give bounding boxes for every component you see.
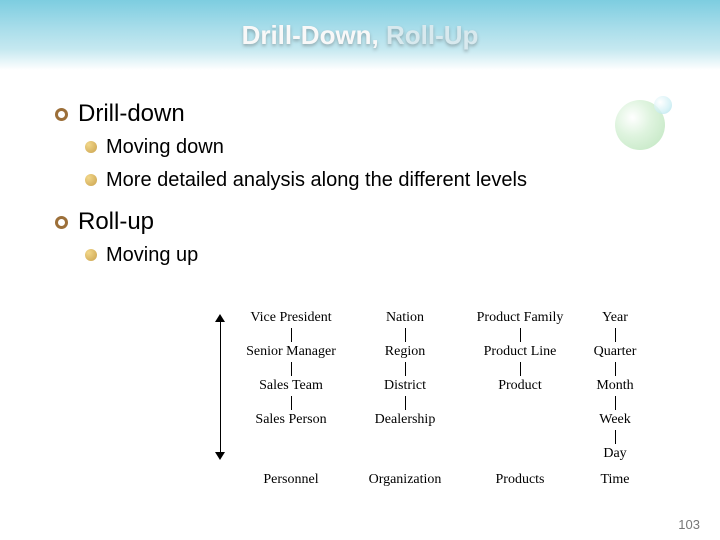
drilldown-sub2-text: More detailed analysis along the differe… [106,167,527,194]
bullet-l1-icon [55,216,68,229]
h-cell: Quarter [580,344,650,360]
h-cell: Senior Manager [232,344,350,360]
hierarchy-row: Vice President Nation Product Family Yea… [232,308,692,328]
hierarchy-row: Sales Person Dealership Week [232,410,692,430]
h-cell: Product Line [460,344,580,360]
bullet-drilldown-sub2: More detailed analysis along the differe… [85,167,675,194]
bullet-l2-icon [85,141,97,153]
slide-body: Drill-down Moving down More detailed ana… [0,70,720,269]
h-cell: Sales Person [232,412,350,428]
bullet-l2-icon [85,249,97,261]
slide-header: Drill-Down, Roll-Up [0,0,720,70]
h-footer: Products [460,472,580,488]
h-cell: Week [580,412,650,428]
arrow-line [220,319,221,455]
bullet-rollup-sub1: Moving up [85,242,675,269]
h-cell: District [350,378,460,394]
h-cell: Month [580,378,650,394]
h-cell: Region [350,344,460,360]
h-footer: Personnel [232,472,350,488]
arrow-down-icon [215,452,225,460]
page-number: 103 [678,517,700,532]
h-footer: Organization [350,472,460,488]
bullet-l2-icon [85,174,97,186]
h-cell: Sales Team [232,378,350,394]
hierarchy-row: Day [232,444,692,464]
hierarchy-row: Sales Team District Product Month [232,376,692,396]
bullet-drilldown: Drill-down [55,100,675,128]
rollup-sub1-text: Moving up [106,242,198,269]
bullet-drilldown-sub1: Moving down [85,134,675,161]
drilldown-sub1-text: Moving down [106,134,224,161]
title-main: Drill-Down, [242,20,386,50]
double-arrow [215,314,227,460]
drilldown-title: Drill-down [78,100,185,128]
h-footer: Time [580,472,650,488]
hierarchy-footer: Personnel Organization Products Time [232,470,692,490]
h-cell: Vice President [232,310,350,326]
hierarchy-table: Vice President Nation Product Family Yea… [232,308,692,490]
hierarchy-row: Senior Manager Region Product Line Quart… [232,342,692,362]
h-cell: Nation [350,310,460,326]
rollup-title: Roll-up [78,208,154,236]
h-cell: Year [580,310,650,326]
bullet-l1-icon [55,108,68,121]
h-cell: Day [580,446,650,462]
h-cell: Product [460,378,580,394]
bullet-rollup: Roll-up [55,208,675,236]
title-fade: Roll-Up [386,20,478,50]
slide-title: Drill-Down, Roll-Up [242,20,479,51]
h-cell: Product Family [460,310,580,326]
h-cell: Dealership [350,412,460,428]
decor-bubble-small [654,96,672,114]
